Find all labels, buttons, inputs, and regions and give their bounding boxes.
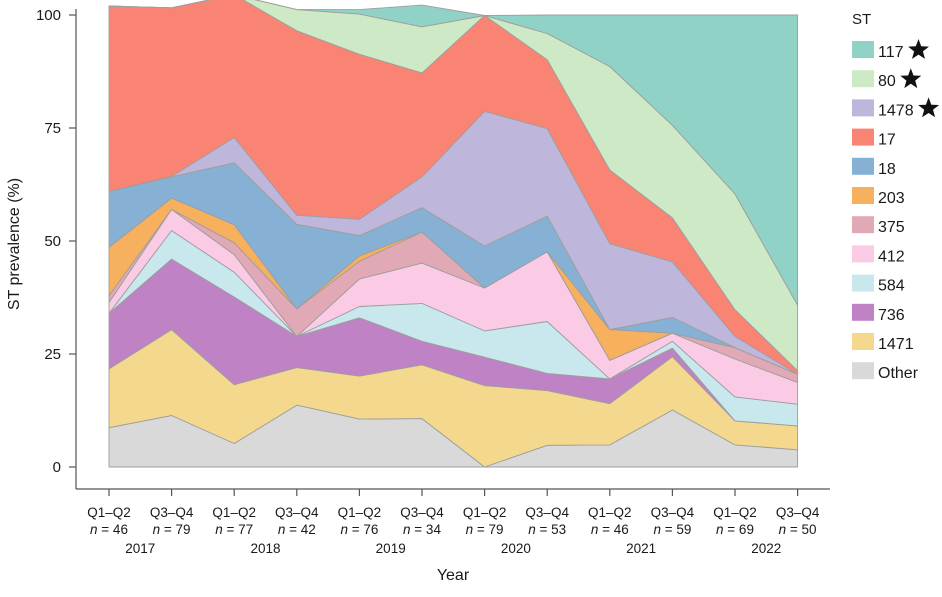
legend-label: 584 [878,278,905,295]
legend-label: Other [878,365,919,382]
legend-swatch [852,99,874,117]
x-year-label: 2021 [626,541,656,556]
legend-label: 117 [878,44,904,61]
legend-label: 412 [878,248,905,265]
star-icon [918,97,940,118]
x-tick-half-label: Q1–Q2 [338,505,382,520]
legend-swatch [852,41,874,58]
x-tick-half-label: Q3–Q4 [651,505,695,520]
y-tick-label: 50 [44,233,61,250]
x-tick-half-label: Q3–Q4 [150,505,194,520]
x-axis-title: Year [437,567,470,584]
legend-swatch [852,303,874,321]
legend-item-18: 18 [852,157,896,178]
x-tick-n-label: n = 79 [466,522,504,537]
y-tick-label: 100 [36,7,61,24]
y-tick-label: 0 [53,459,61,476]
x-tick-n-label: n = 59 [653,522,691,537]
stacked-areas [108,0,799,468]
x-year-label: 2017 [125,541,155,556]
legend-item-412: 412 [852,245,905,265]
x-tick-n-label: n = 76 [340,522,378,537]
legend-swatch [852,333,874,350]
y-tick-label: 25 [44,346,61,363]
x-tick-half-label: Q3–Q4 [776,505,820,520]
legend-item-203: 203 [852,187,905,207]
legend-title: ST [852,11,871,28]
legend-swatch [852,128,874,146]
legend-swatch [852,187,874,204]
legend-item-17: 17 [852,128,896,149]
legend-label: 203 [878,190,905,207]
legend-label: 80 [878,73,896,90]
legend-label: 1471 [878,336,914,353]
y-tick-label: 75 [44,120,61,137]
legend-item-1478: 1478 [852,97,940,119]
y-axis-ticks: 0 25 50 75 100 [36,7,76,476]
legend-swatch [852,216,874,234]
x-tick-n-label: n = 42 [278,522,316,537]
legend-swatch [852,274,874,292]
x-tick-n-label: n = 77 [215,522,253,537]
x-tick-n-label: n = 50 [779,522,817,537]
x-tick-half-label: Q3–Q4 [275,505,319,520]
legend-label: 375 [878,219,905,236]
legend-item-other: Other [852,362,919,382]
legend-swatch [852,157,874,175]
x-axis-ticks: Q1–Q2 n = 46 Q3–Q4 n = 79 Q1–Q2 n = 77 Q3–Q4 n … [87,489,820,556]
x-tick-n-label: n = 69 [716,522,754,537]
legend-item-375: 375 [852,216,905,236]
legend-item-1471: 1471 [852,333,914,353]
legend-item-80: 80 [852,68,922,90]
legend-label: 1478 [878,102,914,119]
x-tick-n-label: n = 46 [591,522,629,537]
legend-swatch [852,70,874,88]
x-year-label: 2018 [250,541,280,556]
x-tick-n-label: n = 34 [403,522,441,537]
y-axis-title: ST prevalence (%) [6,178,23,310]
x-tick-half-label: Q1–Q2 [87,505,131,520]
x-tick-half-label: Q1–Q2 [212,505,256,520]
x-tick-half-label: Q3–Q4 [525,505,569,520]
x-tick-n-label: n = 79 [153,522,191,537]
legend-label: 17 [878,132,896,149]
axes [75,9,830,490]
star-icon [908,39,929,59]
x-tick-half-label: Q1–Q2 [713,505,757,520]
x-year-label: 2019 [376,541,406,556]
legend-label: 736 [878,307,905,324]
legend-item-584: 584 [852,274,905,295]
x-year-label: 2020 [501,541,531,556]
legend-items: 117 80 1478 17 18 203 375 412 584 736 1471 Other [852,39,940,382]
legend-item-117: 117 [852,39,929,61]
x-tick-half-label: Q1–Q2 [463,505,507,520]
legend-swatch [852,362,874,380]
legend: ST 117 80 1478 17 18 203 375 412 584 736 1471 Other [852,11,940,382]
x-tick-n-label: n = 46 [90,522,128,537]
area-st-117 [108,0,799,306]
x-tick-n-label: n = 53 [528,522,566,537]
star-icon [900,68,922,89]
x-tick-half-label: Q3–Q4 [400,505,444,520]
legend-swatch [852,245,874,263]
legend-label: 18 [878,161,896,178]
x-year-label: 2022 [751,541,781,556]
x-tick-half-label: Q1–Q2 [588,505,632,520]
legend-item-736: 736 [852,303,905,324]
